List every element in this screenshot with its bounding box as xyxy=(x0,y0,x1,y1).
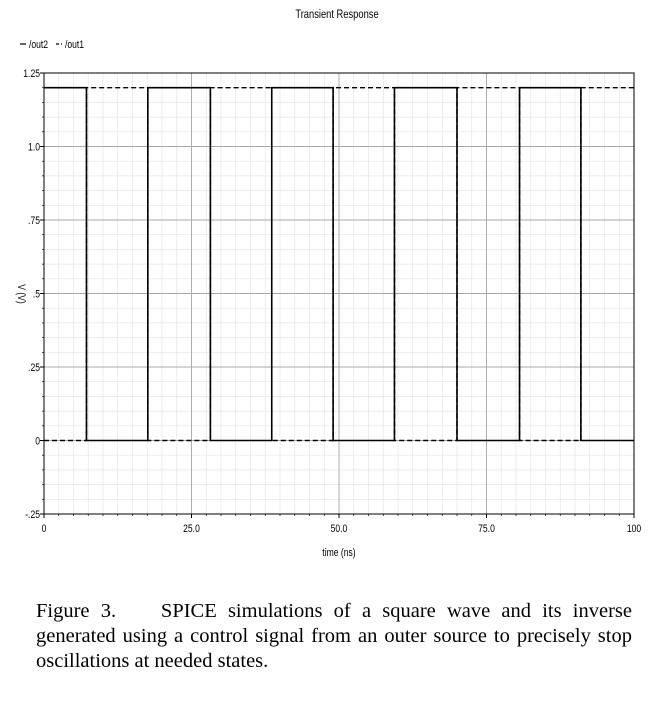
figure-label: Figure 3. xyxy=(36,600,117,622)
x-tick-label: 0 xyxy=(42,523,47,535)
x-axis-ticks: 0 25.0 50.0 75.0 100 xyxy=(42,514,642,535)
chart-title: Transient Response xyxy=(295,8,378,21)
y-tick-label: 1.0 xyxy=(28,142,40,154)
x-tick-label: 50.0 xyxy=(331,523,348,535)
series-line-out1 xyxy=(44,86,634,442)
x-tick-label: 75.0 xyxy=(478,523,495,535)
y-tick-label: 0 xyxy=(35,436,40,448)
x-tick-label: 100 xyxy=(627,523,642,535)
figure-caption: Figure 3. SPICE simulations of a square … xyxy=(36,599,632,674)
legend-label-out2: /out2 xyxy=(29,39,48,51)
x-tick-label: 25.0 xyxy=(183,523,200,535)
y-axis-label: V (V) xyxy=(15,284,27,304)
grid-layer xyxy=(43,72,635,515)
y-tick-label: .25 xyxy=(28,362,40,374)
legend-label-out1: /out1 xyxy=(65,39,84,51)
legend-item-out1: /out1 xyxy=(56,39,84,51)
chart-legend: /out2 /out1 xyxy=(20,39,84,51)
series-layer xyxy=(44,86,634,442)
y-tick-label: -.25 xyxy=(25,509,40,521)
y-tick-label: .5 xyxy=(33,289,41,301)
y-axis-ticks: 1.25 1.0 .75 .5 .25 0 -.25 xyxy=(23,68,44,521)
transient-response-chart: 0 25.0 50.0 75.0 100 1.251.0.75.5.250-.25 Tr… xyxy=(15,8,642,559)
x-axis-label: time (ns) xyxy=(322,547,355,559)
y-tick-label: .75 xyxy=(28,215,40,227)
legend-item-out2: /out2 xyxy=(20,39,48,51)
y-tick-label: 1.25 xyxy=(23,68,40,80)
figure-caption-text: SPICE simulations of a square wave and i… xyxy=(36,600,632,672)
